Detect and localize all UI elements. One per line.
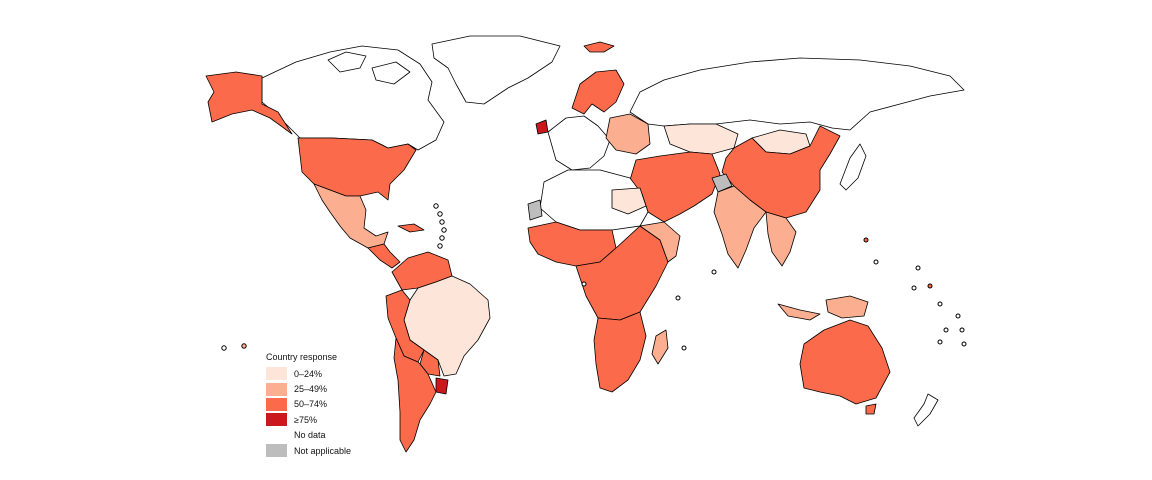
legend-item: ≥75%	[266, 412, 351, 427]
region-usa	[297, 137, 417, 201]
region-indonesia	[777, 295, 869, 321]
legend-swatch	[266, 397, 287, 411]
legend-swatch	[266, 382, 287, 396]
region-southern-africa	[593, 311, 647, 393]
region-egypt	[611, 187, 647, 215]
region-paraguay	[419, 349, 441, 377]
legend-swatch	[266, 413, 287, 427]
region-australia	[799, 319, 891, 405]
legend-swatch	[266, 428, 287, 442]
legend-swatch	[266, 367, 287, 381]
legend-item: Not applicable	[266, 443, 351, 458]
region-svalbard	[583, 41, 615, 53]
region-east-africa	[639, 221, 681, 263]
region-china	[721, 125, 841, 219]
region-southeast-asia	[765, 211, 797, 267]
legend-item: 0–24%	[266, 366, 351, 381]
legend-title: Country response	[266, 352, 338, 362]
legend-label: 25–49%	[294, 384, 328, 395]
region-japan	[839, 143, 867, 191]
map-legend: Country response 0–24% 25–49% 50–74% ≥75…	[266, 352, 351, 458]
region-russia	[629, 57, 965, 131]
region-kazakhstan	[663, 123, 739, 155]
region-uruguay	[435, 377, 449, 395]
region-india	[713, 185, 767, 269]
small-islands	[221, 203, 967, 351]
region-north-africa	[539, 169, 649, 231]
region-greenland	[431, 35, 561, 105]
region-central-africa	[575, 225, 669, 321]
legend-label: No data	[294, 430, 326, 441]
region-tasmania	[865, 403, 877, 415]
region-new-zealand	[913, 393, 939, 427]
region-western-europe	[547, 115, 611, 171]
region-eastern-europe	[605, 113, 651, 155]
region-scandinavia	[571, 69, 625, 115]
legend-label: Not applicable	[294, 445, 352, 456]
region-mexico	[313, 183, 389, 249]
region-not-applicable-asia	[711, 173, 733, 193]
legend-swatch	[266, 444, 287, 458]
region-madagascar	[651, 329, 669, 365]
region-arctic-islands	[327, 51, 411, 85]
region-alaska	[205, 71, 293, 135]
region-central-america	[367, 243, 401, 269]
region-cuba	[397, 223, 425, 233]
legend-item: No data	[266, 428, 351, 443]
legend-item: 50–74%	[266, 397, 351, 412]
legend-item: 25–49%	[266, 381, 351, 396]
region-not-applicable-africa	[527, 199, 543, 221]
legend-label: 50–74%	[294, 399, 328, 410]
region-ireland	[535, 119, 549, 135]
legend-label: ≥75%	[294, 414, 317, 425]
legend-label: 0–24%	[294, 368, 323, 379]
region-southern-cone	[393, 337, 437, 453]
